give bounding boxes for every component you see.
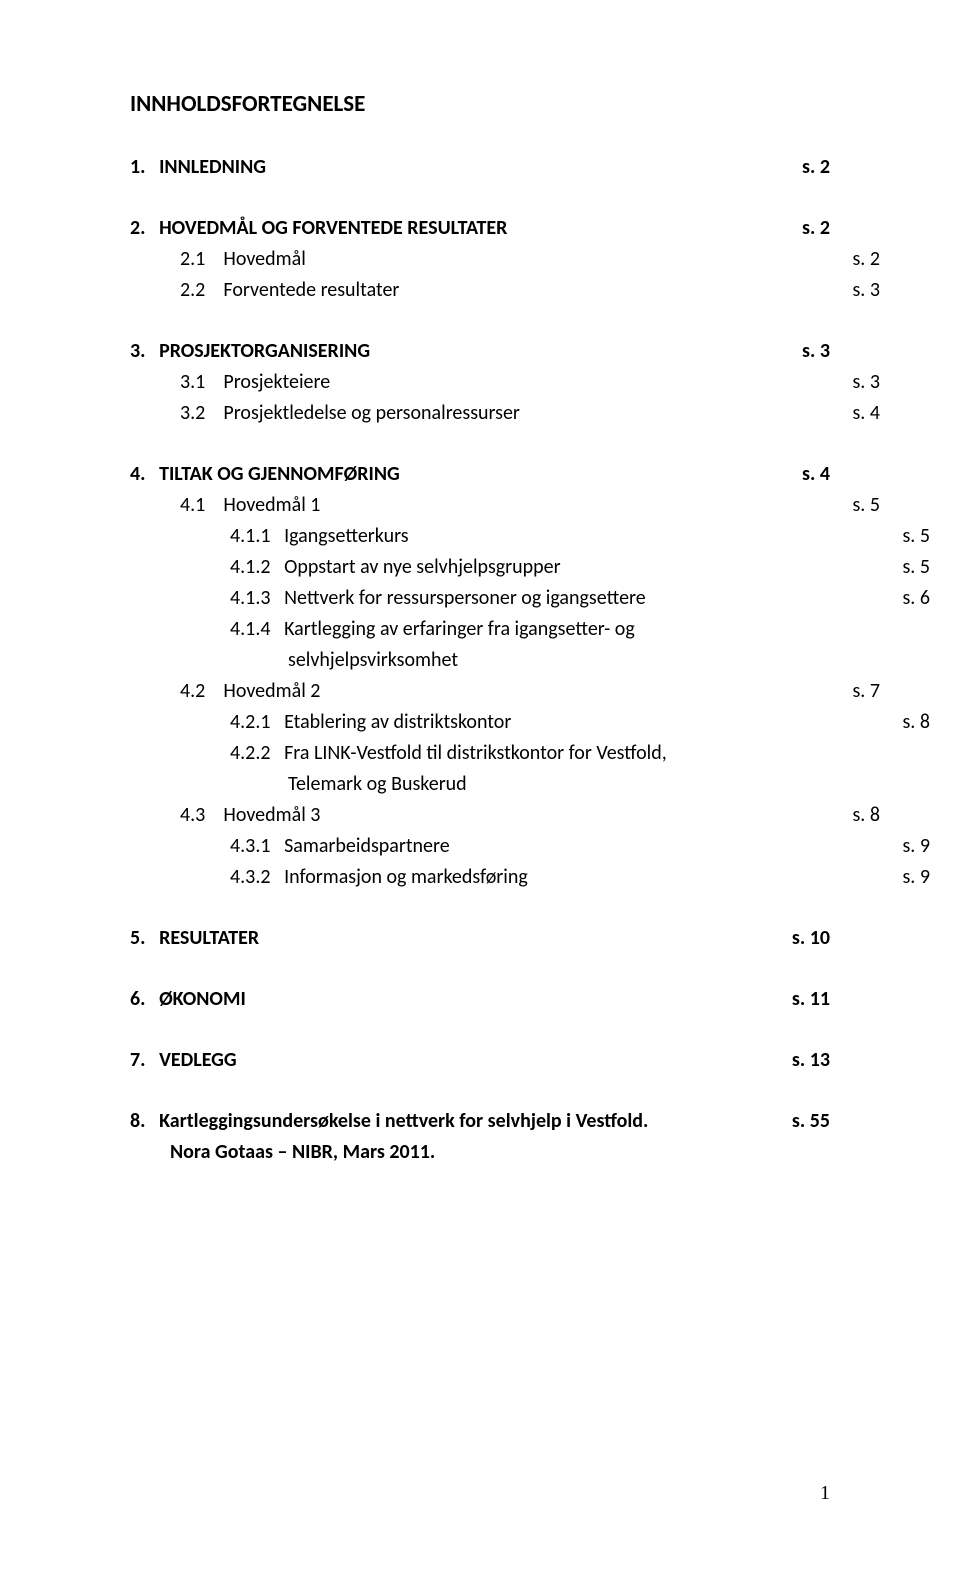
document-page: INNHOLDSFORTEGNELSE 1. INNLEDNING s. 2 2…	[0, 0, 960, 1577]
toc-page: s. 9	[894, 831, 930, 862]
toc-entry-4-2-1: 4.2.1 Etablering av distriktskontor s. 8	[130, 707, 930, 738]
toc-label: 6. ØKONOMI	[130, 984, 784, 1015]
toc-label: 4.1.1 Igangsetterkurs	[230, 521, 894, 552]
toc-entry-5: 5. RESULTATER s. 10	[130, 923, 830, 954]
toc-label: Nora Gotaas – NIBR, Mars 2011.	[170, 1137, 870, 1168]
toc-label: 4.2.1 Etablering av distriktskontor	[230, 707, 894, 738]
toc-page: s. 2	[844, 244, 880, 275]
toc-entry-7: 7. VEDLEGG s. 13	[130, 1045, 830, 1076]
toc-label: 2.2 Forventede resultater	[180, 275, 844, 306]
toc-page: s. 2	[794, 152, 830, 183]
toc-label: 4.3.1 Samarbeidspartnere	[230, 831, 894, 862]
toc-entry-4-1: 4.1 Hovedmål 1 s. 5	[130, 490, 880, 521]
toc-entry-4-1-1: 4.1.1 Igangsetterkurs s. 5	[130, 521, 930, 552]
toc-label: 8. Kartleggingsundersøkelse i nettverk f…	[130, 1106, 784, 1137]
toc-label: 4.3 Hovedmål 3	[180, 800, 844, 831]
toc-label: 4. TILTAK OG GJENNOMFØRING	[130, 459, 794, 490]
toc-entry-4-1-4: 4.1.4 Kartlegging av erfaringer fra igan…	[130, 614, 930, 645]
toc-entry-3-1: 3.1 Prosjekteiere s. 3	[130, 367, 880, 398]
toc-label: 4.1 Hovedmål 1	[180, 490, 844, 521]
toc-page: s. 7	[844, 676, 880, 707]
toc-entry-8-sub: Nora Gotaas – NIBR, Mars 2011.	[130, 1137, 870, 1168]
toc-label: 4.1.2 Oppstart av nye selvhjelpsgrupper	[230, 552, 894, 583]
toc-label: 4.2.2 Fra LINK-Vestfold til distrikstkon…	[230, 738, 930, 769]
toc-label: 4.1.4 Kartlegging av erfaringer fra igan…	[230, 614, 930, 645]
toc-entry-1: 1. INNLEDNING s. 2	[130, 152, 830, 183]
toc-page: s. 2	[794, 213, 830, 244]
toc-page: s. 8	[952, 769, 960, 800]
toc-page: s. 3	[844, 367, 880, 398]
toc-page: s. 5	[894, 552, 930, 583]
toc-entry-6: 6. ØKONOMI s. 11	[130, 984, 830, 1015]
toc-page: s. 10	[784, 923, 830, 954]
toc-title: INNHOLDSFORTEGNELSE	[130, 90, 830, 118]
toc-entry-4-3: 4.3 Hovedmål 3 s. 8	[130, 800, 880, 831]
toc-label: 4.1.3 Nettverk for ressurspersoner og ig…	[230, 583, 894, 614]
toc-label: 2. HOVEDMÅL OG FORVENTEDE RESULTATER	[130, 213, 794, 244]
toc-entry-8: 8. Kartleggingsundersøkelse i nettverk f…	[130, 1106, 830, 1137]
toc-label: 4.2 Hovedmål 2	[180, 676, 844, 707]
toc-entry-3: 3. PROSJEKTORGANISERING s. 3	[130, 336, 830, 367]
toc-page: s. 8	[844, 800, 880, 831]
toc-page: s. 4	[844, 398, 880, 429]
toc-page: s. 55	[784, 1106, 830, 1137]
toc-entry-4-3-2: 4.3.2 Informasjon og markedsføring s. 9	[130, 862, 930, 893]
toc-entry-4-3-1: 4.3.1 Samarbeidspartnere s. 9	[130, 831, 930, 862]
toc-label: 7. VEDLEGG	[130, 1045, 784, 1076]
toc-entry-2-2: 2.2 Forventede resultater s. 3	[130, 275, 880, 306]
toc-entry-3-2: 3.2 Prosjektledelse og personalressurser…	[130, 398, 880, 429]
toc-label: selvhjelpsvirksomhet	[288, 645, 952, 676]
toc-label: Telemark og Buskerud	[288, 769, 952, 800]
toc-label: 1. INNLEDNING	[130, 152, 794, 183]
toc-page: s. 5	[894, 521, 930, 552]
toc-entry-2: 2. HOVEDMÅL OG FORVENTEDE RESULTATER s. …	[130, 213, 830, 244]
toc-page: s. 5	[844, 490, 880, 521]
toc-entry-4-1-4-cont: selvhjelpsvirksomhet s. 7	[130, 645, 960, 676]
toc-entry-4-2-2: 4.2.2 Fra LINK-Vestfold til distrikstkon…	[130, 738, 930, 769]
toc-page: s. 8	[894, 707, 930, 738]
toc-label: 3.1 Prosjekteiere	[180, 367, 844, 398]
toc-entry-4-1-3: 4.1.3 Nettverk for ressurspersoner og ig…	[130, 583, 930, 614]
toc-page: s. 7	[952, 645, 960, 676]
toc-page: s. 11	[784, 984, 830, 1015]
toc-page: s. 9	[894, 862, 930, 893]
toc-page: s. 3	[794, 336, 830, 367]
toc-page: s. 6	[894, 583, 930, 614]
toc-entry-2-1: 2.1 Hovedmål s. 2	[130, 244, 880, 275]
toc-label: 2.1 Hovedmål	[180, 244, 844, 275]
toc-entry-4-2-2-cont: Telemark og Buskerud s. 8	[130, 769, 960, 800]
toc-entry-4-2: 4.2 Hovedmål 2 s. 7	[130, 676, 880, 707]
toc-label: 5. RESULTATER	[130, 923, 784, 954]
toc-entry-4-1-2: 4.1.2 Oppstart av nye selvhjelpsgrupper …	[130, 552, 930, 583]
toc-label: 4.3.2 Informasjon og markedsføring	[230, 862, 894, 893]
page-number: 1	[820, 1482, 830, 1505]
toc-entry-4: 4. TILTAK OG GJENNOMFØRING s. 4	[130, 459, 830, 490]
toc-page: s. 4	[794, 459, 830, 490]
toc-label: 3. PROSJEKTORGANISERING	[130, 336, 794, 367]
toc-page: s. 13	[784, 1045, 830, 1076]
toc-label: 3.2 Prosjektledelse og personalressurser	[180, 398, 844, 429]
toc-page: s. 3	[844, 275, 880, 306]
